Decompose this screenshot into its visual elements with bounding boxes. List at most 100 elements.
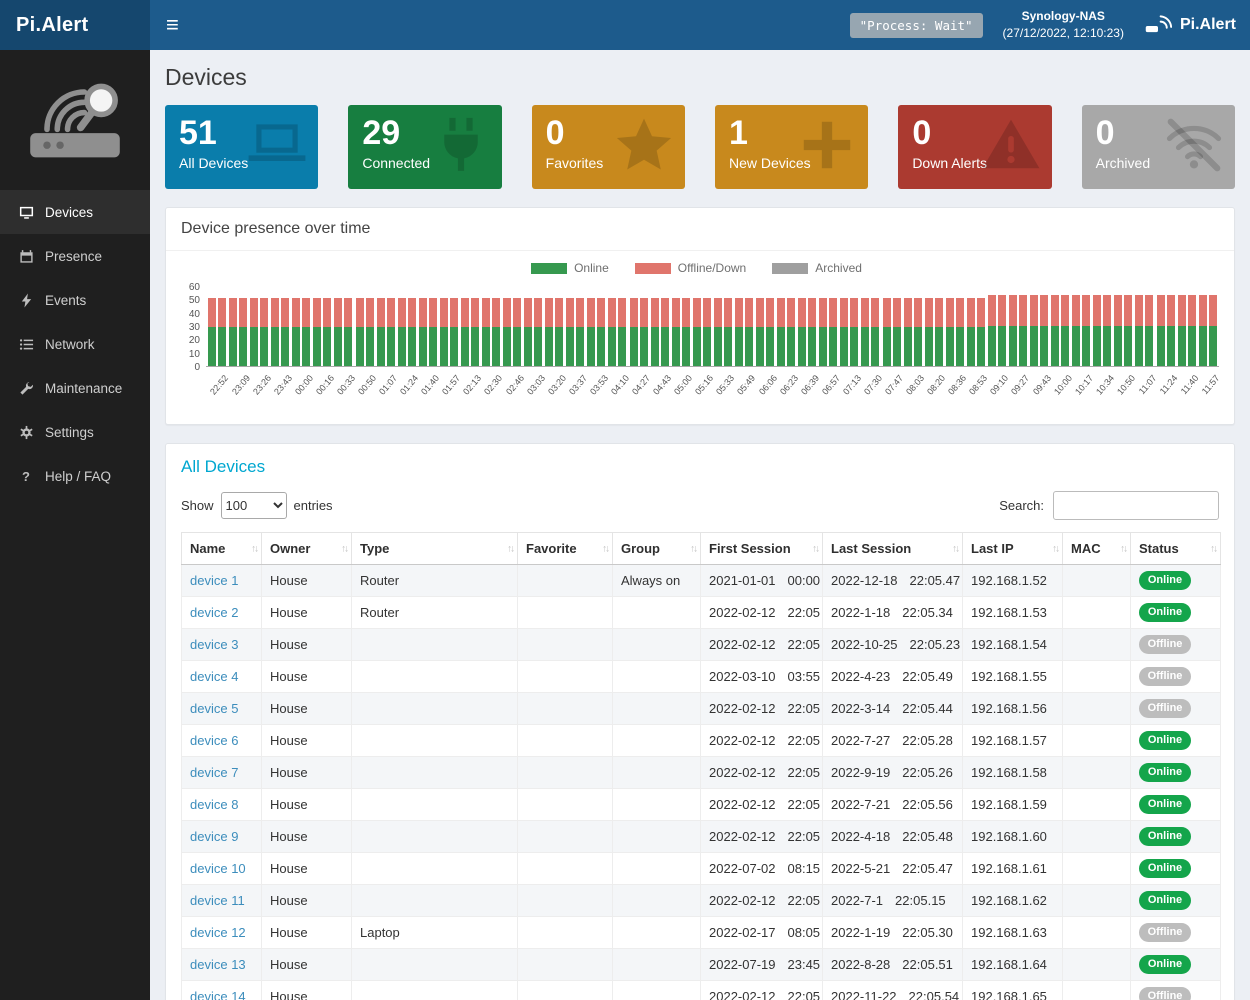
column-header-owner[interactable]: Owner ↑↓ <box>261 532 352 565</box>
bar-group <box>482 286 501 366</box>
sidebar-item-presence[interactable]: Presence <box>0 234 150 278</box>
column-header-mac[interactable]: MAC ↑↓ <box>1062 532 1131 565</box>
device-link[interactable]: device 7 <box>190 765 239 780</box>
star-icon <box>613 114 675 176</box>
card-label: Archived <box>1095 155 1151 172</box>
sidebar-item-network[interactable]: Network <box>0 322 150 366</box>
status-badge: Offline <box>1139 699 1191 718</box>
bar-group <box>271 286 290 366</box>
x-axis-label: 03:20 <box>545 373 568 397</box>
sidebar-item-label: Network <box>45 336 95 352</box>
hamburger-menu-icon[interactable]: ≡ <box>166 12 179 37</box>
x-axis-label: 10:50 <box>1114 373 1138 397</box>
sidebar-item-events[interactable]: Events <box>0 278 150 322</box>
cell-last-ip: 192.168.1.55 <box>962 660 1063 693</box>
cell-name: device 2 <box>181 596 262 629</box>
header-brand-right[interactable]: Pi.Alert <box>1144 11 1236 39</box>
cell-favorite <box>517 820 613 853</box>
x-axis-label: 06:06 <box>756 373 779 397</box>
cell-group <box>612 980 701 1000</box>
sort-icon: ↑↓ <box>507 543 515 554</box>
x-axis-label: 07:47 <box>883 373 906 397</box>
device-link[interactable]: device 13 <box>190 957 246 972</box>
device-link[interactable]: device 2 <box>190 605 239 620</box>
bar-group <box>587 286 606 366</box>
cell-favorite <box>517 948 613 981</box>
entries-per-page-select[interactable]: 100 <box>220 492 287 519</box>
laptop-icon <box>246 114 308 176</box>
device-link[interactable]: device 8 <box>190 797 239 812</box>
x-axis-label: 05:49 <box>735 373 758 397</box>
device-link[interactable]: device 12 <box>190 925 246 940</box>
status-badge: Online <box>1139 859 1191 878</box>
chart-legend: Online Offline/Down Archived <box>174 261 1219 275</box>
cell-last-ip: 192.168.1.65 <box>962 980 1063 1000</box>
x-axis-label: 10:17 <box>1072 373 1095 397</box>
card-label: Favorites <box>545 155 604 172</box>
cell-owner: House <box>261 948 352 981</box>
process-status-badge: "Process: Wait" <box>849 12 983 38</box>
summary-card-all-devices[interactable]: 51 All Devices <box>165 105 319 189</box>
summary-card-down-alerts[interactable]: 0 Down Alerts <box>898 105 1052 189</box>
brand-logo[interactable]: Pi.Alert <box>0 0 150 50</box>
column-header-status[interactable]: Status ↑↓ <box>1130 532 1221 565</box>
device-link[interactable]: device 1 <box>190 573 239 588</box>
sidebar-item-label: Settings <box>45 424 94 440</box>
column-header-type[interactable]: Type ↑↓ <box>351 532 518 565</box>
x-axis-label: 01:57 <box>440 373 463 397</box>
cell-owner: House <box>261 564 352 597</box>
sidebar-item-settings[interactable]: Settings <box>0 410 150 454</box>
legend-item-online: Online <box>531 261 609 275</box>
column-header-group[interactable]: Group ↑↓ <box>612 532 701 565</box>
x-axis-label: 02:13 <box>461 373 484 397</box>
bar-group <box>1030 286 1049 366</box>
sidebar-item-help-faq[interactable]: ? Help / FAQ <box>0 454 150 498</box>
cell-favorite <box>517 788 613 821</box>
cell-group <box>612 852 701 885</box>
presence-chart-panel: Device presence over time Online Offline/… <box>165 207 1235 425</box>
column-header-name[interactable]: Name ↑↓ <box>181 532 262 565</box>
column-header-favorite[interactable]: Favorite ↑↓ <box>517 532 613 565</box>
cell-first-session: 2022-02-12 22:05 <box>700 820 823 853</box>
device-link[interactable]: device 6 <box>190 733 239 748</box>
device-link[interactable]: device 4 <box>190 669 239 684</box>
summary-card-new-devices[interactable]: 1 New Devices <box>714 105 869 189</box>
column-header-last-ip[interactable]: Last IP ↑↓ <box>962 532 1063 565</box>
sidebar-item-maintenance[interactable]: Maintenance <box>0 366 150 410</box>
x-axis-label: 01:24 <box>398 373 421 397</box>
device-link[interactable]: device 9 <box>190 829 239 844</box>
summary-card-favorites[interactable]: 0 Favorites <box>531 105 685 189</box>
cell-owner: House <box>261 852 352 885</box>
cell-last-ip: 192.168.1.59 <box>962 788 1063 821</box>
sidebar-item-devices[interactable]: Devices <box>0 190 150 234</box>
device-link[interactable]: device 10 <box>190 861 246 876</box>
cell-name: device 3 <box>181 628 262 661</box>
card-label: Connected <box>362 155 431 172</box>
cell-favorite <box>517 564 613 597</box>
cell-last-ip: 192.168.1.56 <box>962 692 1063 725</box>
top-navbar: Pi.Alert ≡ "Process: Wait" Synology-NAS … <box>0 0 1250 50</box>
table-row: device 14 House 2022-02-12 22:05 2022-11-22 2… <box>181 980 1221 1000</box>
cell-status: Offline <box>1130 628 1221 661</box>
summary-card-archived[interactable]: 0 Archived <box>1081 105 1235 189</box>
table-row: device 5 House 2022-02-12 22:05 2022-3-14 22:… <box>181 692 1221 725</box>
search-input[interactable] <box>1053 491 1219 520</box>
x-axis-label: 03:03 <box>524 373 547 397</box>
x-axis-label: 11:57 <box>1199 373 1222 397</box>
host-info: Synology-NAS (27/12/2022, 12:10:23) <box>1003 8 1124 42</box>
card-value: 0 <box>912 114 932 152</box>
cell-group <box>612 948 701 981</box>
cell-last-ip: 192.168.1.52 <box>962 564 1063 597</box>
bar-group <box>524 286 543 366</box>
column-header-last-session[interactable]: Last Session ↑↓ <box>822 532 963 565</box>
cell-status: Offline <box>1130 692 1221 725</box>
device-link[interactable]: device 14 <box>190 989 246 1000</box>
status-badge: Online <box>1139 571 1191 590</box>
column-header-first-session[interactable]: First Session ↑↓ <box>700 532 823 565</box>
device-link[interactable]: device 5 <box>190 701 239 716</box>
summary-card-connected[interactable]: 29 Connected <box>348 105 502 189</box>
header-brand-label: Pi.Alert <box>1179 16 1236 33</box>
device-link[interactable]: device 11 <box>190 893 245 908</box>
sort-icon: ↑↓ <box>251 543 259 554</box>
device-link[interactable]: device 3 <box>190 637 239 652</box>
